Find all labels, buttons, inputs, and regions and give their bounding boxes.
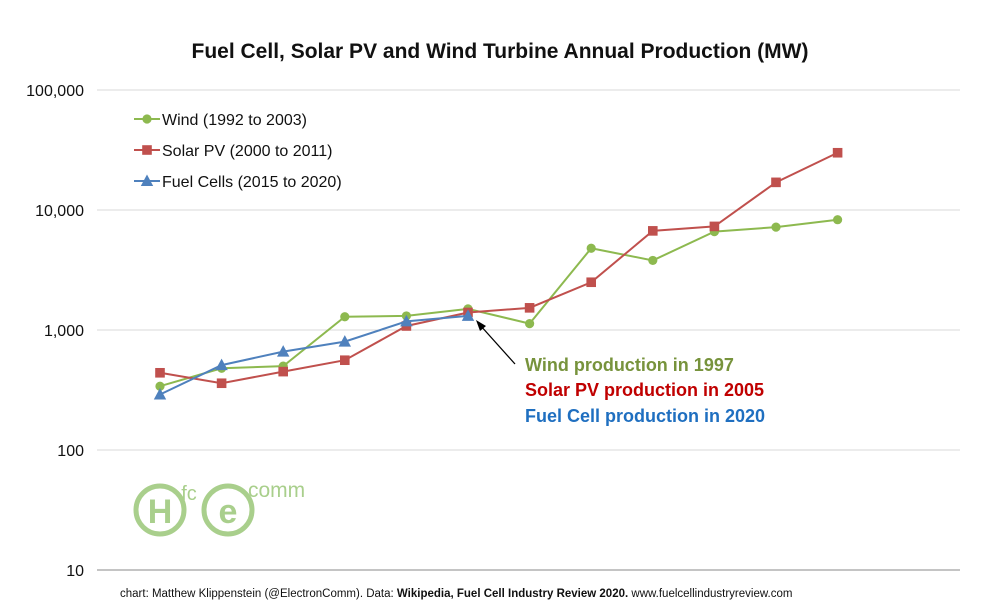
data-point-triangle	[140, 174, 154, 186]
credit-prefix: chart: Matthew Klippenstein (@ElectronCo…	[120, 588, 397, 600]
logo-text-comm: comm	[248, 479, 305, 502]
annotation-wind: Wind production in 1997	[525, 355, 734, 375]
logo-text-fc: fc	[181, 483, 197, 505]
data-point-circle	[771, 222, 781, 232]
series-line	[159, 151, 839, 385]
legend-label: Fuel Cells (2015 to 2020)	[162, 174, 342, 191]
data-point-square	[832, 147, 843, 158]
data-point-triangle	[277, 345, 290, 357]
data-point-triangle	[215, 358, 228, 371]
data-point-square	[340, 355, 350, 366]
data-point-triangle	[461, 309, 475, 321]
logo-circle-e	[201, 483, 255, 537]
series-line	[159, 218, 838, 388]
annotation-fuel-cell: Fuel Cell production in 2020	[525, 406, 765, 426]
data-point-square	[155, 367, 165, 378]
y-tick-label: 1,000	[44, 323, 84, 340]
data-point-circle	[525, 319, 535, 329]
legend: Wind (1992 to 2003) Solar PV (2000 to 201…	[134, 112, 342, 191]
data-point-square	[524, 303, 535, 313]
chart-title: Fuel Cell, Solar PV and Wind Turbine Ann…	[192, 40, 809, 63]
credit-url: www.fuelcellindustryreview.com	[628, 588, 792, 600]
data-point-square	[648, 226, 658, 236]
logo-letter-h: H	[148, 493, 173, 531]
series-layer	[153, 147, 843, 400]
data-point-circle	[142, 114, 152, 124]
data-point-circle	[586, 243, 596, 253]
legend-item: Fuel Cells (2015 to 2020)	[134, 174, 342, 191]
data-point-circle	[155, 381, 165, 391]
series-circle	[155, 215, 843, 391]
legend-item: Wind (1992 to 2003)	[134, 112, 307, 129]
data-point-circle	[648, 255, 658, 266]
data-point-square	[771, 177, 781, 188]
data-point-square	[142, 145, 152, 155]
series-line	[159, 314, 469, 396]
annotation-arrow	[476, 320, 516, 365]
series-square	[155, 147, 843, 389]
gridlines	[97, 89, 960, 571]
data-point-circle	[340, 312, 350, 322]
annotation-solar: Solar PV production in 2005	[525, 380, 764, 400]
chart-credit: chart: Matthew Klippenstein (@ElectronCo…	[120, 588, 792, 600]
hfc-ecomm-logo: H fc e comm	[133, 479, 305, 537]
data-point-triangle	[338, 335, 351, 347]
data-point-square	[278, 366, 288, 377]
legend-label: Wind (1992 to 2003)	[162, 112, 307, 129]
logo-letter-e: e	[219, 493, 238, 531]
data-point-triangle	[153, 388, 167, 400]
y-tick-label: 100	[57, 443, 84, 460]
credit-sources: Wikipedia, Fuel Cell Industry Review 202…	[397, 588, 628, 600]
data-point-square	[586, 277, 596, 288]
y-tick-label: 10,000	[35, 203, 84, 220]
y-axis-ticks: 10 100 1,000 10,000 100,000	[26, 83, 84, 580]
logo-circle-h	[133, 483, 187, 537]
data-point-circle	[833, 215, 843, 225]
data-point-triangle	[400, 314, 413, 327]
y-tick-label: 100,000	[26, 83, 84, 100]
y-tick-label: 10	[66, 563, 84, 580]
data-point-square	[709, 221, 720, 232]
data-point-square	[216, 378, 227, 389]
legend-item: Solar PV (2000 to 2011)	[134, 143, 332, 160]
legend-label: Solar PV (2000 to 2011)	[162, 143, 332, 160]
series-triangle	[153, 309, 475, 400]
